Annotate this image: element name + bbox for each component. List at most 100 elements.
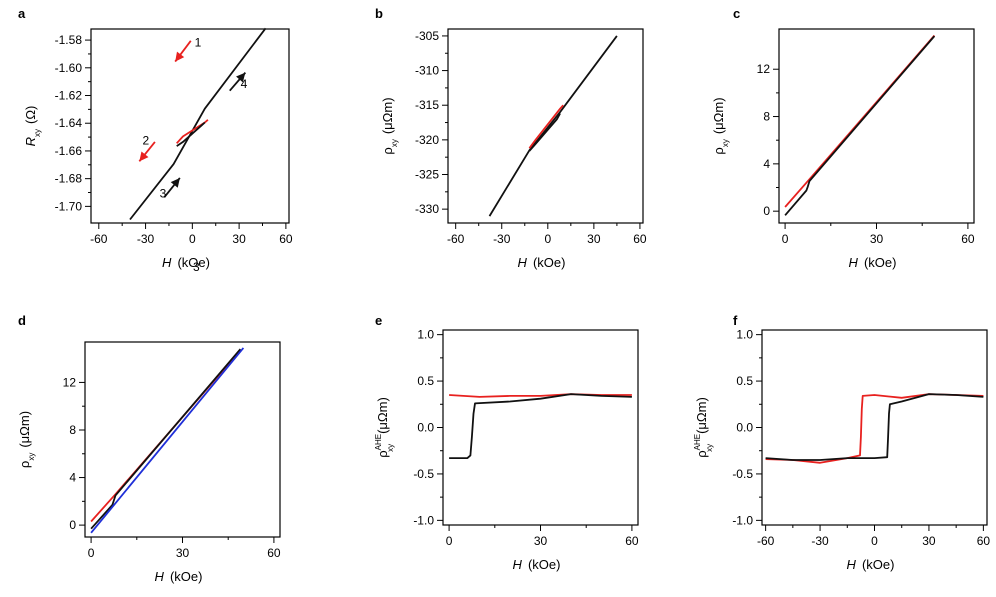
x-tick-label: 30	[870, 232, 884, 246]
plot-frame	[778, 28, 975, 224]
panel-b: b -60 -30 0 30 60 -330 -325 -320 -315 -310 -305 H (kO…	[375, 6, 647, 270]
x-tick-label: 60	[977, 534, 991, 548]
y-tick-label: 0	[69, 518, 76, 532]
x-tick-label: 60	[625, 534, 639, 548]
x-tick-label: 30	[232, 232, 246, 246]
annotation-label: 4	[241, 77, 248, 91]
y-tick-label: -305	[415, 29, 439, 43]
x-tick-label: -30	[811, 534, 829, 548]
annotation-arrowhead	[139, 151, 149, 162]
x-tick-label: 60	[279, 232, 293, 246]
x-axis-label-unit: (kOe)	[862, 557, 895, 572]
annotation-arrowhead	[236, 72, 246, 83]
x-tick-label: -30	[137, 232, 155, 246]
panel-a: a -60 -30 0 30 60 -1.70 -1.68 -1.66 -1.64 -1.62 -1.…	[18, 6, 293, 274]
panel-c: c 0 30 60 0 4 8 12 H (kOe) ρxy (μΩm)	[711, 6, 975, 270]
x-axis-label-main: H	[513, 557, 523, 572]
y-tick-label: -1.68	[55, 172, 83, 186]
x-axis-label: H (kOe)	[162, 255, 210, 270]
y-axis-label: ρxy (μΩm)	[380, 97, 399, 154]
annotation-label: 2	[142, 134, 149, 148]
panel-label: c	[733, 6, 740, 21]
series-line-black	[488, 35, 618, 217]
y-axis-label-unit: (Ω)	[23, 106, 38, 124]
y-tick-label: 4	[763, 157, 770, 171]
x-tick-label: 60	[267, 546, 281, 560]
y-tick-label: -0.5	[732, 467, 753, 481]
annotation-arrowhead	[175, 51, 185, 62]
series-line-black	[784, 35, 936, 216]
x-tick-label: -30	[493, 232, 511, 246]
y-axis-label-unit: (μΩm)	[17, 411, 32, 448]
x-axis-label: H (kOe)	[849, 255, 897, 270]
series-line-black	[765, 393, 984, 461]
annotation-label: 3	[160, 186, 167, 200]
plot-frame	[761, 329, 988, 526]
x-tick-label: -60	[757, 534, 775, 548]
y-tick-label: -330	[415, 202, 439, 216]
series-line-blue	[90, 347, 245, 534]
x-axis-label-main: H	[847, 557, 857, 572]
y-axis-label-main: ρ	[694, 450, 709, 457]
y-tick-label: -325	[415, 168, 439, 182]
x-axis-label-main: H	[849, 255, 859, 270]
y-axis-label-sub: xy	[27, 453, 36, 461]
panel-label: d	[18, 313, 26, 328]
y-axis-label-sub: xy	[390, 139, 399, 147]
x-tick-label: 60	[633, 232, 647, 246]
y-tick-label: 0	[763, 204, 770, 218]
y-tick-label: -310	[415, 64, 439, 78]
x-tick-label: 0	[782, 232, 789, 246]
y-tick-label: -1.0	[732, 513, 753, 527]
y-tick-label: 12	[63, 375, 77, 389]
x-tick-label: 30	[922, 534, 936, 548]
y-tick-label: -1.62	[55, 89, 83, 103]
y-tick-label: 0.0	[417, 421, 434, 435]
series-line-black	[176, 121, 206, 147]
y-tick-label: -1.60	[55, 61, 83, 75]
y-axis-label-main: ρ	[375, 450, 390, 457]
series-line-black	[449, 393, 632, 460]
y-axis-label-unit: (μΩm)	[380, 97, 395, 134]
y-axis-label: ρxy (μΩm)	[17, 411, 36, 468]
x-tick-label: 0	[544, 232, 551, 246]
annotation-arrowhead	[170, 177, 180, 188]
plot-frame	[90, 28, 290, 224]
x-tick-label: -60	[447, 232, 465, 246]
x-axis-label-main: H	[155, 569, 165, 584]
extra-label: 3	[193, 260, 200, 274]
series-line-black	[129, 27, 267, 221]
y-tick-label: 8	[763, 110, 770, 124]
y-axis-label-sub: xy	[386, 444, 395, 452]
y-tick-label: -1.64	[55, 116, 83, 130]
x-tick-label: 30	[587, 232, 601, 246]
y-tick-label: -1.0	[413, 513, 434, 527]
x-axis-label: H (kOe)	[155, 569, 203, 584]
x-tick-label: 0	[88, 546, 95, 560]
panel-f: f -60 -30 0 30 60 -1.0 -0.5 0.0 0.5 1.0 H (kOe) ρAHE x…	[693, 313, 990, 572]
plot-frame	[84, 341, 281, 538]
y-axis-label-unit: (μΩm)	[694, 397, 709, 434]
y-tick-label: 1.0	[736, 328, 753, 342]
x-tick-label: -60	[90, 232, 108, 246]
y-axis-label-main: ρ	[380, 147, 395, 154]
y-tick-label: -1.58	[55, 33, 83, 47]
y-tick-label: 4	[69, 471, 76, 485]
y-tick-label: 0.0	[736, 421, 753, 435]
panel-d: d 0 30 60 0 4 8 12 H (kOe) ρxy (μΩm)	[17, 313, 281, 584]
x-axis-label-unit: (kOe)	[177, 255, 210, 270]
x-axis-label-main: H	[162, 255, 172, 270]
x-axis-label-unit: (kOe)	[528, 557, 561, 572]
x-axis-label-unit: (kOe)	[533, 255, 566, 270]
x-axis-label: H (kOe)	[847, 557, 895, 572]
panel-label: e	[375, 313, 382, 328]
y-tick-label: 8	[69, 423, 76, 437]
panel-label: b	[375, 6, 383, 21]
panel-e: e 0 30 60 -1.0 -0.5 0.0 0.5 1.0 H (kOe) ρAHE xy (μΩm)	[374, 313, 639, 572]
y-axis-label-main: ρ	[17, 461, 32, 468]
y-tick-label: -1.70	[55, 199, 83, 213]
x-axis-label: H (kOe)	[518, 255, 566, 270]
y-tick-label: -320	[415, 133, 439, 147]
series-line-red	[176, 119, 209, 144]
